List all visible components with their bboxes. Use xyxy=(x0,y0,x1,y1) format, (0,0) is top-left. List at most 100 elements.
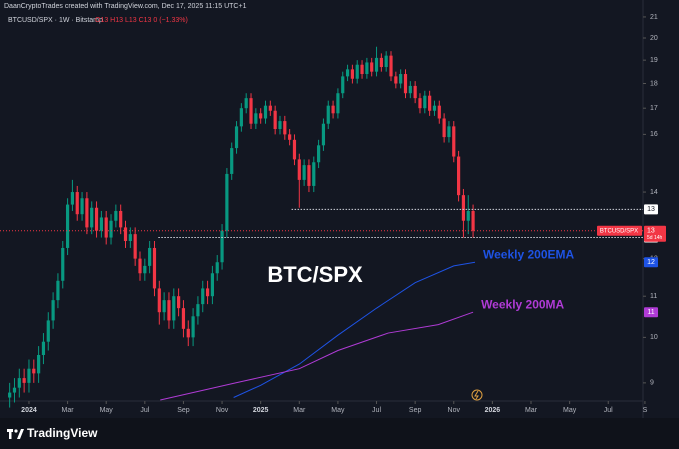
x-tick-label: May xyxy=(331,407,345,414)
candle-body xyxy=(196,304,200,317)
candle-body xyxy=(428,95,432,111)
candle-body xyxy=(186,328,190,338)
x-tick-label: 2026 xyxy=(485,407,501,414)
x-tick-label: Nov xyxy=(448,407,461,414)
candle-body xyxy=(360,64,364,75)
x-tick-label: Jul xyxy=(604,407,613,414)
candle-body xyxy=(177,296,181,309)
logo xyxy=(7,429,24,439)
candle-body xyxy=(365,62,369,75)
last-price-badge xyxy=(644,225,666,242)
candle-body xyxy=(317,145,321,163)
candle-body xyxy=(302,165,306,180)
candle-body xyxy=(17,378,21,388)
candle-body xyxy=(379,57,383,68)
candle-body xyxy=(152,247,157,289)
candle-body xyxy=(461,195,466,221)
candle-body xyxy=(138,258,142,274)
candle-body xyxy=(297,159,301,180)
x-tick-label: Sep xyxy=(409,407,422,414)
y-tick-label: 9 xyxy=(650,380,654,387)
candle-body xyxy=(399,74,403,84)
candle-body xyxy=(370,62,374,72)
candle-body xyxy=(341,76,345,94)
candle-body xyxy=(452,126,456,157)
candle-body xyxy=(123,227,128,241)
y-tick-label: 14 xyxy=(650,189,658,196)
y-tick-label: 20 xyxy=(650,35,658,42)
line-badge-label: 11 xyxy=(647,309,654,316)
candle-body xyxy=(51,300,55,321)
candle-body xyxy=(254,113,258,124)
candle-body xyxy=(273,110,277,130)
candle-body xyxy=(70,192,75,205)
y-tick-label: 19 xyxy=(650,57,658,64)
candle-body xyxy=(423,95,427,109)
last-price-label: 13 xyxy=(647,228,655,235)
level-badge xyxy=(644,204,658,215)
x-tick-label: May xyxy=(100,407,114,414)
y-tick-label: 16 xyxy=(650,131,658,138)
x-tick-label: Mar xyxy=(525,407,538,414)
candle-body xyxy=(61,247,65,281)
level-label: 13 xyxy=(647,206,655,213)
candle-body xyxy=(56,280,60,301)
y-tick-label: 17 xyxy=(650,105,658,112)
candle-body xyxy=(389,55,393,77)
candle-body xyxy=(114,210,118,221)
candle-body xyxy=(12,387,17,393)
candle-body xyxy=(447,126,451,138)
candle-body xyxy=(312,162,316,186)
candle-body xyxy=(466,210,470,221)
candle-body xyxy=(374,57,379,72)
lightning-icon xyxy=(471,389,483,401)
x-tick-label: 2024 xyxy=(21,407,37,414)
candle-body xyxy=(384,55,388,68)
line-label: Weekly 200EMA xyxy=(483,247,574,261)
candle-body xyxy=(215,262,219,274)
symbol-info: BTCUSD/SPX · 1W · Bitstamp xyxy=(8,17,103,24)
candle-body xyxy=(408,85,412,94)
candle-body xyxy=(167,300,171,321)
last-name-badge xyxy=(597,225,642,236)
candle-body xyxy=(220,230,224,263)
candle-body xyxy=(8,392,12,398)
candle-body xyxy=(225,173,229,231)
line-badge xyxy=(644,257,658,268)
candle-body xyxy=(32,368,36,374)
candle-body xyxy=(90,207,94,228)
candle-body xyxy=(191,316,195,338)
candle-body xyxy=(234,126,239,149)
candle-body xyxy=(456,156,461,196)
y-tick-label: 18 xyxy=(650,80,658,87)
candle-body xyxy=(37,354,41,374)
candle-body xyxy=(148,247,152,266)
candle-body xyxy=(210,273,215,297)
line-badge-label: 12 xyxy=(647,259,655,266)
indicator-line xyxy=(160,311,474,401)
candle-body xyxy=(288,134,292,140)
x-tick-label: Nov xyxy=(216,407,229,414)
candle-body xyxy=(331,105,335,114)
candle-body xyxy=(432,105,437,111)
x-tick-label: 2025 xyxy=(253,407,269,414)
candle-body xyxy=(350,69,354,79)
candle-body xyxy=(278,121,282,130)
candle-body xyxy=(345,69,350,77)
ohlc-readout: O13 H13 L13 C13 0 (−1.33%) xyxy=(95,17,188,24)
candle-body xyxy=(94,207,99,231)
candle-body xyxy=(292,139,297,160)
candle-body xyxy=(65,204,70,248)
candle-body xyxy=(172,296,176,321)
candle-body xyxy=(283,121,287,135)
footer-brand: TradingView xyxy=(27,426,98,440)
y-tick-label: 21 xyxy=(650,14,658,21)
x-tick-label: Sep xyxy=(177,407,190,414)
candle-body xyxy=(75,192,79,215)
candle-body xyxy=(413,85,417,99)
candle-body xyxy=(22,378,26,383)
candle-body xyxy=(157,288,161,313)
y-tick-label: 10 xyxy=(650,334,658,341)
